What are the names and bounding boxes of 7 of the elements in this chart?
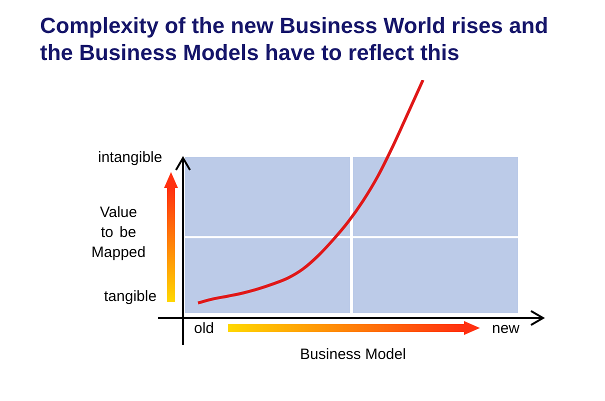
annotation: intangible <box>98 149 162 166</box>
y-axis-title: Value to be Mapped <box>91 203 146 263</box>
text: tangible <box>104 288 157 305</box>
text: new <box>492 320 520 337</box>
chart-title: Complexity of the new Business World rises and the Business Models have to reflect this <box>40 12 550 66</box>
text: old <box>194 320 214 337</box>
x-axis-title: Business Model <box>299 346 407 363</box>
